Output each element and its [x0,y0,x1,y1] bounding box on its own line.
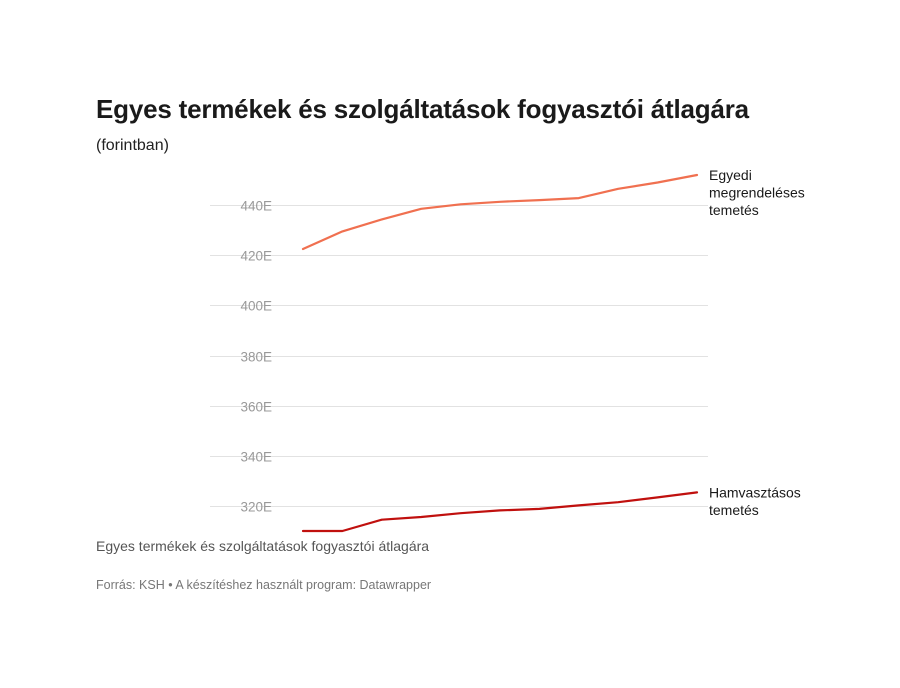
chart-caption: Egyes termékek és szolgáltatások fogyasz… [96,538,430,554]
series-label: megrendeléses [709,185,805,201]
series-line [301,173,699,251]
series-lines [301,173,699,533]
series-label: Egyedi [709,167,752,183]
y-tick-label: 340E [240,450,272,465]
y-axis-labels: 320E 340E 360E 380E 400E 420E 440E [240,199,272,515]
y-tick-label: 400E [240,299,272,314]
chart-source: Forrás: KSH • A készítéshez használt pro… [96,578,432,592]
y-tick-label: 440E [240,199,272,214]
series-labels: EgyedimegrendelésestemetésHamvasztásoste… [709,167,805,518]
series-line [301,491,699,533]
grid-lines [210,205,708,507]
y-tick-label: 380E [240,350,272,365]
chart-title: Egyes termékek és szolgáltatások fogyasz… [96,94,749,124]
y-tick-label: 320E [240,500,272,515]
chart-subtitle: (forintban) [96,137,169,154]
series-label: temetés [709,502,759,518]
y-tick-label: 360E [240,400,272,415]
series-label: Hamvasztásos [709,484,801,500]
series-label: temetés [709,202,759,218]
y-tick-label: 420E [240,249,272,264]
